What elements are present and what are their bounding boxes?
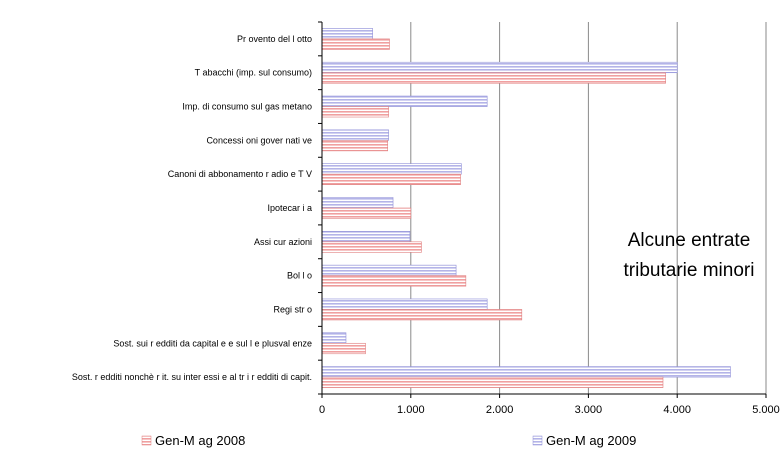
bar-2009: [321, 95, 488, 107]
x-tick-label: 1.000: [397, 404, 425, 416]
legend-swatch-2008: [141, 435, 152, 446]
x-tick-labels: 0 1.000 2.000 3.000 4.000 5.000: [319, 404, 780, 416]
legend-swatch-2009: [532, 435, 543, 446]
category-labels: Pr ovento del l otto T abacchi (imp. sul …: [72, 34, 312, 382]
bar-2008: [321, 309, 523, 321]
category-label: Sost. r edditi nonchè r it. su inter ess…: [72, 372, 312, 382]
bar-2008: [321, 140, 389, 152]
bar-2009: [321, 197, 394, 209]
x-tick-label: 4.000: [663, 404, 691, 416]
category-label: Sost. sui r edditi da capital e e sul l …: [113, 338, 312, 348]
bar-2009: [321, 332, 347, 344]
bar-2008: [321, 173, 461, 185]
category-label: Bol l o: [287, 271, 312, 281]
chart-annotation: Alcune entrate tributarie minori: [606, 226, 772, 286]
bar-2008: [321, 38, 390, 50]
category-label: Pr ovento del l otto: [237, 34, 312, 44]
bars: [321, 28, 731, 388]
category-label: Regi str o: [273, 304, 312, 314]
category-label: Imp. di consumo sul gas metano: [182, 102, 312, 112]
axes: [318, 21, 767, 398]
bar-2009: [321, 264, 457, 276]
legend-label-2009: Gen-M ag 2009: [546, 433, 636, 448]
category-label: Canoni di abbonamento r adio e T V: [168, 169, 312, 179]
x-tick-label: 2.000: [486, 404, 514, 416]
bar-2009: [321, 366, 731, 378]
bar-2008: [321, 207, 412, 219]
x-tick-label: 5.000: [752, 404, 780, 416]
bar-2009: [321, 231, 411, 243]
category-label: Ipotecar i a: [267, 203, 312, 213]
bar-2008: [321, 72, 666, 84]
bar-2009: [321, 129, 389, 141]
bar-2009: [321, 163, 462, 175]
category-label: T abacchi (imp. sul consumo): [195, 68, 312, 78]
x-tick-label: 3.000: [575, 404, 603, 416]
bar-2009: [321, 298, 488, 310]
legend-label-2008: Gen-M ag 2008: [155, 433, 245, 448]
bar-2009: [321, 61, 678, 74]
gridlines: [410, 22, 767, 394]
legend: Gen-M ag 2008 Gen-M ag 2009: [141, 433, 636, 448]
bar-2008: [321, 106, 389, 118]
bar-2008: [321, 342, 366, 355]
annotation-line-2: tributarie minori: [623, 260, 755, 281]
bar-2008: [321, 275, 467, 287]
category-label: Assi cur azioni: [254, 237, 312, 247]
x-tick-label: 0: [319, 404, 325, 416]
bar-2008: [321, 241, 422, 253]
annotation-line-1: Alcune entrate: [627, 230, 751, 251]
bar-2008: [321, 376, 664, 388]
category-label: Concessi oni gover nati ve: [206, 135, 312, 145]
bar-2009: [321, 28, 373, 40]
